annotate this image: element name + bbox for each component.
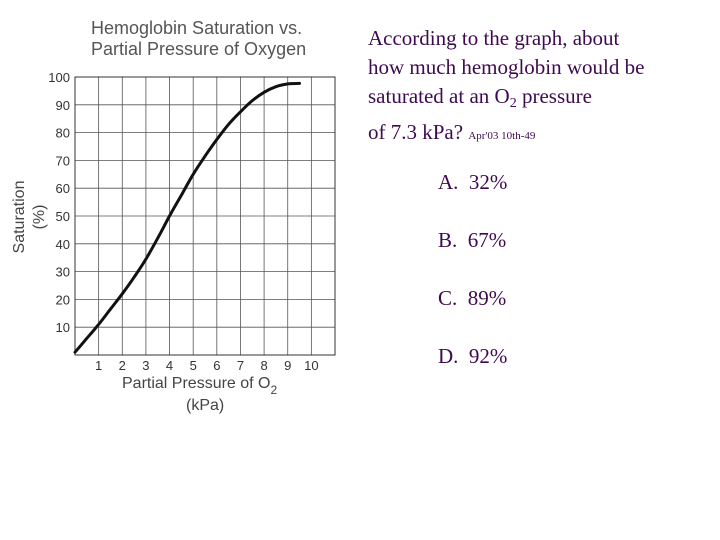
question-line-1: According to the graph, about [368,26,620,50]
choice-d-text: 92% [468,344,508,368]
y-axis-unit: (%) [31,205,48,230]
x-tick-label-7: 7 [237,358,244,373]
x-tick-label-6: 6 [213,358,220,373]
choice-c-letter: C. [438,286,458,310]
choice-a-text: 32% [468,170,508,194]
y-tick-label-90: 90 [56,98,70,113]
choice-b-text: 67% [467,228,507,252]
y-tick-label-60: 60 [56,181,70,196]
x-tick-label-1: 1 [95,358,102,373]
x-axis-unit: (kPa) [186,397,224,414]
x-tick-label-3: 3 [142,358,149,373]
y-axis-label: Saturation [11,181,28,254]
x-tick-label-8: 8 [260,358,267,373]
y-tick-labels: 10 20 30 40 50 60 70 80 90 100 [48,70,70,335]
choice-b-letter: B. [438,228,458,252]
x-axis-label: Partial Pressure of O2 [122,375,278,397]
choice-d[interactable]: D. 92% [438,344,507,369]
saturation-curve [73,81,301,354]
question-line-4: of 7.3 kPa? Apr'03 10th-49 [368,118,713,151]
question-line-3-suffix: pressure [516,84,592,108]
x-tick-labels: 1 2 3 4 5 6 7 8 9 10 [95,358,319,373]
x-axis-label-subscript: 2 [271,383,278,397]
y-tick-label-20: 20 [56,292,70,307]
grid [75,76,335,355]
y-tick-label-30: 30 [56,265,70,280]
question-line-4-text: of 7.3 kPa? [368,120,469,144]
choice-d-letter: D. [438,344,459,368]
question-text: According to the graph, about how much h… [368,24,713,151]
y-tick-label-40: 40 [56,237,70,252]
y-tick-label-100: 100 [48,70,70,85]
plot-frame [74,76,336,356]
y-tick-label-50: 50 [56,209,70,224]
x-tick-label-5: 5 [190,358,197,373]
chart-title-line-1: Hemoglobin Saturation vs. [91,18,302,38]
x-tick-label-10: 10 [304,358,318,373]
question-source-tag: Apr'03 10th-49 [468,130,536,142]
choice-a[interactable]: A. 32% [438,170,507,195]
y-tick-label-10: 10 [56,320,70,335]
y-tick-label-70: 70 [56,153,70,168]
x-axis-label-main: Partial Pressure of O [122,375,271,392]
chart-title-line-2: Partial Pressure of Oxygen [91,39,306,59]
question-line-2: how much hemoglobin would be [368,55,645,79]
question-line-3-subscript: 2 [509,96,517,111]
x-tick-label-2: 2 [119,358,126,373]
choice-b[interactable]: B. 67% [438,228,506,253]
question-line-3-prefix: saturated at an O [368,84,510,108]
question-line-3: saturated at an O2 pressure [368,82,713,118]
x-tick-label-9: 9 [284,358,291,373]
choice-c[interactable]: C. 89% [438,286,506,311]
choice-c-text: 89% [467,286,507,310]
x-tick-label-4: 4 [166,358,173,373]
y-tick-label-80: 80 [56,126,70,141]
choice-a-letter: A. [438,170,459,194]
